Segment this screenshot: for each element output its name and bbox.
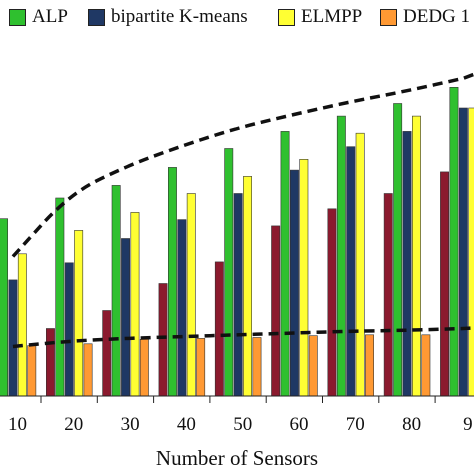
x-tick-label-9: 9 <box>463 414 473 435</box>
bar-alp-20 <box>55 197 65 397</box>
legend-swatch-alp <box>9 8 26 26</box>
bar-bipartite-k-means-9 <box>458 107 468 397</box>
legend-item-alp: ALP <box>9 6 68 28</box>
bar-alp-50 <box>224 148 234 397</box>
bar-series-0-70 <box>327 208 337 397</box>
bar-series-0-50 <box>214 261 224 397</box>
legend-label-dedg: DEDG 1 <box>403 6 471 27</box>
bar-bipartite-k-means-70 <box>346 146 356 397</box>
x-tick-label-20: 20 <box>64 414 83 435</box>
bar-bipartite-k-means-10 <box>8 279 18 397</box>
legend-item-elmpp: ELMPP <box>278 6 362 28</box>
bar-dedg-1-20 <box>83 343 93 397</box>
bar-elmpp-20 <box>74 230 84 397</box>
bar-series-0-80 <box>383 193 393 397</box>
bar-elmpp-10 <box>17 253 27 397</box>
chart-legend: ALP bipartite K-means ELMPP DEDG 1 <box>0 6 474 34</box>
bar-alp-30 <box>111 185 121 397</box>
trend-line-2 <box>12 326 474 349</box>
bar-series-0-40 <box>158 283 168 397</box>
bar-series-0-20 <box>45 328 55 397</box>
x-tick-label-30: 30 <box>121 414 140 435</box>
bar-bipartite-k-means-40 <box>177 219 187 397</box>
bar-dedg-1-80 <box>421 334 431 397</box>
legend-swatch-dedg <box>380 8 397 26</box>
x-tick-label-10: 10 <box>8 414 27 435</box>
bar-bipartite-k-means-20 <box>64 262 74 397</box>
x-tick-label-60: 60 <box>290 414 309 435</box>
bar-elmpp-50 <box>243 176 252 397</box>
bar-elmpp-9 <box>468 107 474 397</box>
legend-swatch-elmpp <box>278 8 295 26</box>
bar-alp-60 <box>280 131 290 397</box>
bar-alp-80 <box>393 103 403 397</box>
legend-item-dedg: DEDG 1 <box>380 6 470 28</box>
bar-dedg-1-50 <box>252 337 262 397</box>
bar-bipartite-k-means-60 <box>289 169 299 397</box>
legend-item-bipartite-kmeans: bipartite K-means <box>88 6 248 28</box>
bar-alp-70 <box>336 115 346 397</box>
bar-elmpp-80 <box>411 115 421 397</box>
bar-alp-9 <box>449 87 459 397</box>
bar-series-0-9 <box>440 171 449 397</box>
x-tick-label-40: 40 <box>177 414 196 435</box>
bar-alp-10 <box>0 218 9 397</box>
bar-dedg-1-70 <box>365 334 374 397</box>
bar-series-0-60 <box>271 225 281 397</box>
bar-dedg-1-30 <box>139 338 149 397</box>
legend-label-elmpp: ELMPP <box>301 6 363 27</box>
bar-bipartite-k-means-30 <box>121 238 131 397</box>
bar-elmpp-40 <box>186 193 196 397</box>
bar-bipartite-k-means-50 <box>233 193 243 397</box>
legend-label-alp: ALP <box>32 6 68 27</box>
bar-dedg-1-10 <box>27 345 37 397</box>
bar-elmpp-30 <box>130 212 140 397</box>
legend-swatch-bipartite-kmeans <box>88 8 105 26</box>
x-tick-label-80: 80 <box>402 414 421 435</box>
legend-label-bipartite-kmeans: bipartite K-means <box>111 6 248 27</box>
bar-dedg-1-40 <box>196 338 206 397</box>
trend-line-1 <box>11 72 474 258</box>
bar-dedg-1-60 <box>308 335 318 397</box>
x-tick-label-70: 70 <box>346 414 365 435</box>
x-axis-title: Number of Sensors <box>155 446 319 470</box>
bar-elmpp-60 <box>299 159 309 397</box>
bar-alp-40 <box>168 167 177 397</box>
bar-bipartite-k-means-80 <box>402 131 412 397</box>
x-tick-label-50: 50 <box>233 414 252 435</box>
bar-series-0-30 <box>102 310 112 397</box>
bar-elmpp-70 <box>355 132 365 397</box>
